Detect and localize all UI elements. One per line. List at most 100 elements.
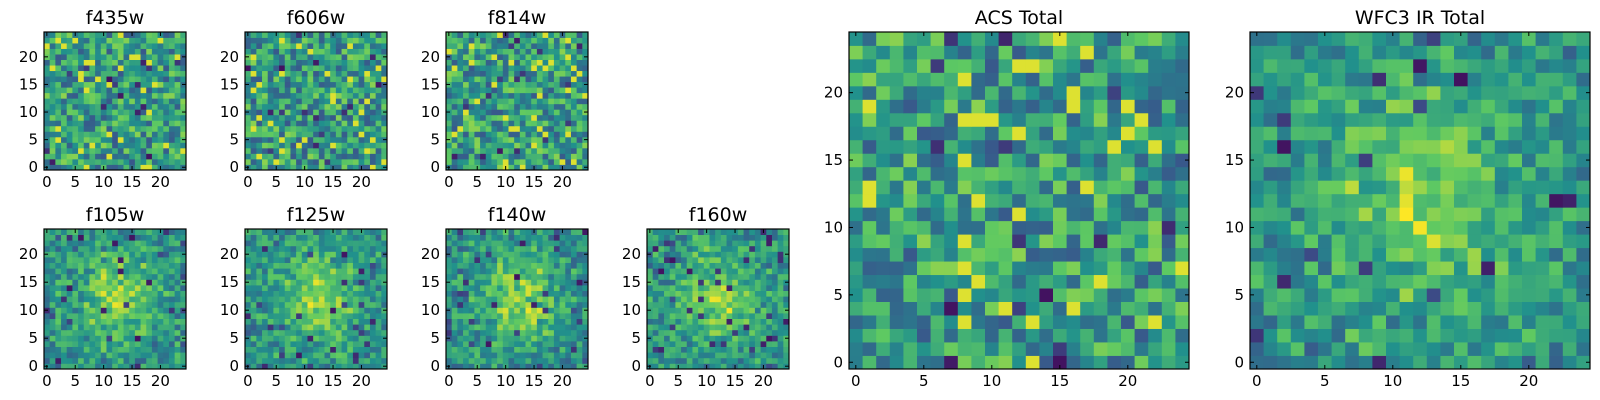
heatmap-cell — [134, 81, 141, 88]
heatmap-cell — [559, 273, 566, 280]
heatmap-cell — [129, 301, 136, 308]
heatmap-cell — [78, 324, 85, 331]
heatmap-cell — [542, 251, 549, 258]
y-tick-label: 5 — [28, 131, 38, 149]
heatmap-cell — [290, 229, 297, 235]
heatmap-cell — [273, 103, 280, 110]
heatmap-cell — [1066, 207, 1081, 222]
heatmap-cell — [163, 136, 170, 143]
heatmap-cell — [49, 114, 56, 121]
heatmap-cell — [1121, 315, 1135, 329]
heatmap-cell — [284, 81, 291, 88]
heatmap-cell — [330, 125, 337, 132]
heatmap-cell — [658, 357, 665, 364]
heatmap-cell — [647, 341, 654, 347]
heatmap-cell — [375, 251, 382, 258]
heatmap-cell — [352, 43, 359, 49]
heatmap-cell — [480, 65, 487, 72]
x-tick-label: 0 — [42, 173, 52, 191]
heatmap-cell — [1175, 342, 1190, 356]
heatmap-cell — [474, 114, 481, 121]
heatmap-cell — [106, 341, 113, 347]
heatmap-cell — [262, 153, 269, 160]
heatmap-cell — [324, 32, 331, 38]
heatmap-cell — [692, 296, 699, 303]
heatmap-cell — [352, 164, 359, 171]
heatmap-cell — [284, 251, 291, 258]
heatmap-cell — [375, 273, 382, 280]
heatmap-cell — [553, 147, 560, 154]
heatmap-cell — [106, 136, 113, 143]
heatmap-cell — [508, 290, 515, 297]
heatmap-cell — [245, 285, 252, 291]
heatmap-cell — [55, 59, 62, 66]
heatmap-cell — [106, 329, 113, 336]
heatmap-cell — [451, 120, 458, 127]
heatmap-cell — [749, 313, 756, 319]
heatmap-cell — [72, 251, 79, 258]
heatmap-cell — [49, 164, 56, 171]
heatmap-cell — [1121, 261, 1135, 276]
heatmap-cell — [318, 81, 325, 88]
heatmap-cell — [49, 142, 56, 149]
heatmap-cell — [151, 158, 158, 165]
heatmap-cell — [284, 268, 291, 275]
heatmap-cell — [468, 65, 475, 72]
heatmap-cell — [290, 37, 297, 44]
heatmap-cell — [525, 279, 532, 286]
heatmap-cell — [112, 164, 119, 171]
heatmap-cell — [313, 70, 320, 77]
heatmap-cell — [307, 164, 314, 171]
heatmap-cell — [83, 65, 90, 72]
heatmap-cell — [290, 245, 297, 252]
heatmap-cell — [83, 109, 90, 116]
heatmap-cell — [548, 103, 555, 110]
heatmap-cell — [267, 109, 274, 116]
heatmap-cell — [536, 142, 543, 149]
heatmap-cell — [468, 307, 475, 314]
heatmap-cell — [290, 65, 297, 72]
heatmap-cell — [525, 43, 532, 49]
heatmap-cell — [284, 114, 291, 121]
heatmap-cell — [375, 92, 382, 99]
heatmap-cell — [284, 245, 291, 252]
heatmap-cell — [117, 313, 124, 319]
heatmap-cell — [570, 352, 578, 359]
heatmap-cell — [1080, 274, 1095, 289]
y-tick-label: 15 — [421, 75, 440, 93]
heatmap-cell — [542, 92, 549, 99]
heatmap-cell — [163, 164, 170, 171]
heatmap-cell — [112, 245, 119, 252]
heatmap-cell — [180, 329, 187, 336]
heatmap-cell — [290, 142, 297, 149]
heatmap-cell — [381, 357, 388, 364]
heatmap-cell — [451, 43, 458, 49]
heatmap-cell — [151, 147, 158, 154]
heatmap-cell — [957, 328, 972, 343]
heatmap-cell — [307, 285, 314, 291]
heatmap-cell — [664, 285, 671, 291]
heatmap-cell — [570, 313, 578, 319]
heatmap-cell — [313, 234, 320, 241]
heatmap-cell — [743, 245, 750, 252]
heatmap-cell — [168, 329, 176, 336]
heatmap-cell — [267, 285, 274, 291]
heatmap-cell — [519, 125, 526, 132]
heatmap-cell — [766, 245, 773, 252]
heatmap-cell — [692, 245, 699, 252]
heatmap-cell — [553, 273, 560, 280]
heatmap-cell — [709, 357, 716, 364]
heatmap-cell — [324, 125, 331, 132]
heatmap-cell — [1175, 301, 1190, 316]
heatmap-cell — [61, 363, 68, 370]
heatmap-cell — [358, 262, 365, 269]
heatmap-cell — [66, 363, 73, 370]
heatmap-cell — [123, 48, 130, 55]
y-tick-label: 10 — [622, 301, 641, 319]
heatmap-cell — [95, 279, 102, 286]
heatmap-cell — [44, 98, 51, 105]
heatmap-cell — [508, 318, 515, 325]
heatmap-cell — [664, 234, 671, 241]
heatmap-cell — [123, 318, 130, 325]
heatmap-cell — [129, 153, 136, 160]
